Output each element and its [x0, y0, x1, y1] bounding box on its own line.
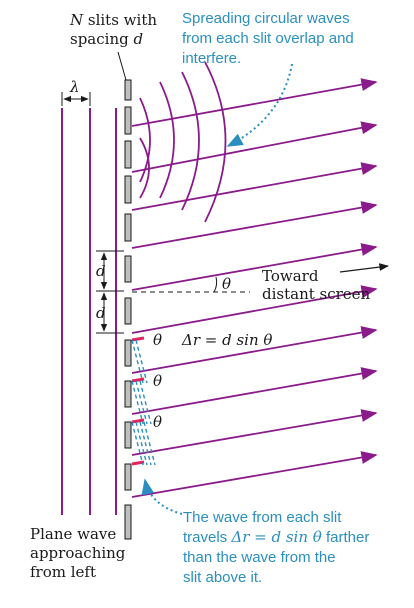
spacing-dimension — [96, 250, 124, 334]
plane-wave-label-3: from left — [30, 563, 96, 581]
ray — [131, 451, 378, 498]
d-lower-label: d — [96, 304, 106, 322]
travel-note-2a: travels — [183, 529, 231, 546]
theta-main-label: θ — [222, 275, 231, 293]
svg-text:travels Δr = d sin θ farther: travels Δr = d sin θ farther — [183, 528, 369, 546]
spacing-label-d: d — [133, 30, 143, 48]
barrier-segment — [124, 175, 132, 204]
theta-arc — [213, 276, 218, 293]
travel-note-2c: farther — [322, 529, 370, 546]
plane-wavefronts — [61, 108, 117, 515]
d-upper-label: d — [96, 262, 106, 280]
travel-note-3: than the wave from the — [183, 549, 336, 566]
plane-wave-label-2: approaching — [30, 544, 126, 562]
barrier-segment — [124, 213, 132, 242]
toward-screen-arrow — [339, 263, 389, 273]
slit-barrier — [124, 79, 132, 540]
slits-label-n: N — [69, 11, 84, 29]
ray — [131, 326, 378, 374]
ray — [131, 162, 378, 211]
theta-label-2: θ — [153, 372, 162, 390]
travel-note-1: The wave from each slit — [183, 509, 342, 526]
barrier-segment — [124, 339, 132, 367]
barrier-segment — [124, 79, 132, 101]
barrier-segment — [124, 297, 132, 325]
toward-label-2: distant screen — [262, 285, 371, 303]
slits-label-text: slits with — [83, 11, 157, 29]
lambda-label: λ — [69, 78, 80, 96]
spreading-note-1: Spreading circular waves — [182, 10, 350, 27]
circular-wavelets — [139, 61, 227, 223]
plane-wave-label-1: Plane wave — [30, 525, 116, 543]
delta-r-equation: Δr = d sin θ — [181, 331, 272, 349]
slits-leader-line — [117, 51, 127, 81]
ray — [131, 285, 378, 334]
barrier-segment — [124, 421, 132, 449]
barrier-segment — [124, 504, 132, 540]
path-difference-markers — [131, 336, 145, 466]
wavelength-indicator: λ — [61, 78, 91, 106]
diffracted-rays — [131, 78, 378, 498]
theta-label-1: θ — [153, 331, 162, 349]
ray — [131, 243, 378, 291]
barrier-segment — [124, 106, 132, 135]
barrier-segment — [124, 255, 132, 283]
toward-label-1: Toward — [262, 267, 319, 285]
svg-text:spacing d: spacing d — [70, 30, 143, 48]
barrier-segment — [124, 380, 132, 408]
ray — [131, 121, 378, 173]
ray — [131, 409, 378, 456]
theta-label-3: θ — [153, 413, 162, 431]
travel-note-4: slit above it. — [183, 569, 262, 586]
barrier-segment — [124, 140, 132, 169]
spreading-note-arrow — [226, 63, 293, 147]
svg-text:N slits with: N slits with — [69, 11, 157, 29]
spreading-note-3: interfere. — [182, 50, 241, 67]
perpendicular-dashes — [131, 339, 156, 466]
barrier-segment — [124, 463, 132, 491]
spreading-note-2: from each slit overlap and — [182, 30, 354, 47]
travel-note-arrow — [141, 478, 183, 515]
ray — [131, 367, 378, 415]
travel-note-2b: Δr = d sin θ — [230, 528, 321, 546]
ray — [131, 201, 378, 249]
ray — [131, 78, 378, 127]
spacing-label-text: spacing — [70, 30, 133, 48]
